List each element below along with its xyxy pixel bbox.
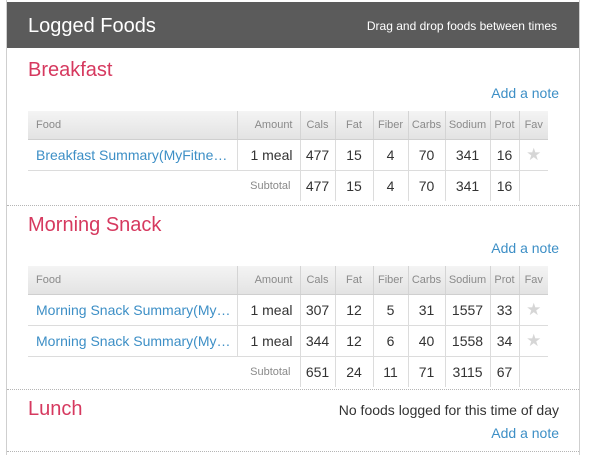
carbs-cell: 70: [408, 139, 446, 171]
cals-cell: 477: [300, 139, 336, 171]
amount-cell: 1 meal: [237, 325, 301, 357]
subtotal-carbs: 71: [408, 356, 446, 387]
col-food: Food: [28, 266, 238, 295]
col-fiber: Fiber: [373, 266, 409, 295]
table-row: Morning Snack Summary(My… 1 meal 344 12 …: [28, 325, 548, 357]
logged-foods-header: Logged Foods Drag and drop foods between…: [7, 2, 579, 48]
logged-foods-panel: Logged Foods Drag and drop foods between…: [6, 0, 580, 455]
drag-drop-hint: Drag and drop foods between times: [366, 19, 557, 33]
subtotal-sodium: 341: [445, 170, 491, 201]
breakfast-title: Breakfast: [28, 59, 113, 81]
breakfast-section: Breakfast Add a note Food Amount Cals Fa…: [7, 48, 579, 206]
lunch-title: Lunch: [28, 398, 83, 420]
fiber-cell: 6: [373, 325, 409, 357]
table-row: Breakfast Summary(MyFitne… 1 meal 477 15…: [28, 139, 548, 171]
col-carbs: Carbs: [408, 111, 446, 140]
food-link[interactable]: Morning Snack Summary(My…: [36, 333, 231, 349]
section-divider: [7, 205, 579, 206]
star-icon[interactable]: ★: [519, 325, 548, 357]
subtotal-fav-empty: [519, 357, 548, 388]
table-row: Morning Snack Summary(My… 1 meal 307 12 …: [28, 294, 548, 326]
col-cals: Cals: [300, 111, 336, 140]
amount-cell: 1 meal: [237, 139, 301, 171]
sodium-cell: 1558: [445, 325, 491, 357]
subtotal-prot: 16: [490, 170, 520, 201]
prot-cell: 16: [490, 139, 520, 171]
col-prot: Prot: [490, 266, 520, 295]
section-divider: [7, 389, 579, 390]
col-prot: Prot: [490, 111, 520, 140]
prot-cell: 34: [490, 325, 520, 357]
sodium-cell: 1557: [445, 294, 491, 326]
col-fav: Fav: [519, 111, 548, 140]
morning-snack-table: Food Amount Cals Fat Fiber Carbs Sodium …: [28, 266, 548, 387]
lunch-section: Lunch No foods logged for this time of d…: [7, 389, 579, 455]
col-amount: Amount: [237, 111, 301, 140]
fiber-cell: 4: [373, 139, 409, 171]
food-link[interactable]: Breakfast Summary(MyFitne…: [36, 147, 228, 163]
fiber-cell: 5: [373, 294, 409, 326]
col-carbs: Carbs: [408, 266, 446, 295]
food-name-cell: Morning Snack Summary(My…: [28, 294, 238, 326]
food-name-cell: Breakfast Summary(MyFitne…: [28, 139, 238, 171]
col-cals: Cals: [300, 266, 336, 295]
fat-cell: 12: [335, 325, 374, 357]
carbs-cell: 31: [408, 294, 446, 326]
subtotal-fiber: 4: [373, 170, 409, 201]
food-name-cell: Morning Snack Summary(My…: [28, 325, 238, 357]
table-header-row: Food Amount Cals Fat Fiber Carbs Sodium …: [28, 266, 548, 295]
lunch-add-note-link[interactable]: Add a note: [491, 425, 559, 441]
subtotal-fat: 15: [335, 170, 374, 201]
section-divider: [7, 451, 579, 452]
star-icon[interactable]: ★: [519, 139, 548, 171]
subtotal-cals: 477: [300, 170, 336, 201]
breakfast-table: Food Amount Cals Fat Fiber Carbs Sodium …: [28, 111, 548, 201]
prot-cell: 33: [490, 294, 520, 326]
food-link[interactable]: Morning Snack Summary(My…: [36, 302, 231, 318]
subtotal-row: Subtotal 651 24 11 71 3115 67: [28, 356, 548, 388]
amount-cell: 1 meal: [237, 294, 301, 326]
breakfast-add-note-link[interactable]: Add a note: [491, 85, 559, 101]
col-sodium: Sodium: [445, 266, 491, 295]
subtotal-fiber: 11: [373, 356, 409, 387]
sodium-cell: 341: [445, 139, 491, 171]
carbs-cell: 40: [408, 325, 446, 357]
subtotal-sodium: 3115: [445, 356, 491, 387]
morning-snack-section: Morning Snack Add a note Food Amount Cal…: [7, 204, 579, 390]
col-amount: Amount: [237, 266, 301, 295]
fat-cell: 12: [335, 294, 374, 326]
subtotal-prot: 67: [490, 356, 520, 387]
morning-snack-title: Morning Snack: [28, 214, 162, 236]
col-fiber: Fiber: [373, 111, 409, 140]
subtotal-fav-empty: [519, 171, 548, 202]
cals-cell: 344: [300, 325, 336, 357]
fat-cell: 15: [335, 139, 374, 171]
col-sodium: Sodium: [445, 111, 491, 140]
col-fat: Fat: [335, 266, 374, 295]
subtotal-fat: 24: [335, 356, 374, 387]
subtotal-label: Subtotal: [28, 356, 301, 387]
table-header-row: Food Amount Cals Fat Fiber Carbs Sodium …: [28, 111, 548, 140]
morning-snack-add-note-link[interactable]: Add a note: [491, 240, 559, 256]
star-icon[interactable]: ★: [519, 294, 548, 326]
col-fat: Fat: [335, 111, 374, 140]
subtotal-carbs: 70: [408, 170, 446, 201]
subtotal-cals: 651: [300, 356, 336, 387]
col-fav: Fav: [519, 266, 548, 295]
panel-title: Logged Foods: [28, 15, 156, 37]
subtotal-row: Subtotal 477 15 4 70 341 16: [28, 170, 548, 202]
cals-cell: 307: [300, 294, 336, 326]
lunch-empty-message: No foods logged for this time of day: [338, 402, 559, 418]
col-food: Food: [28, 111, 238, 140]
subtotal-label: Subtotal: [28, 170, 301, 201]
